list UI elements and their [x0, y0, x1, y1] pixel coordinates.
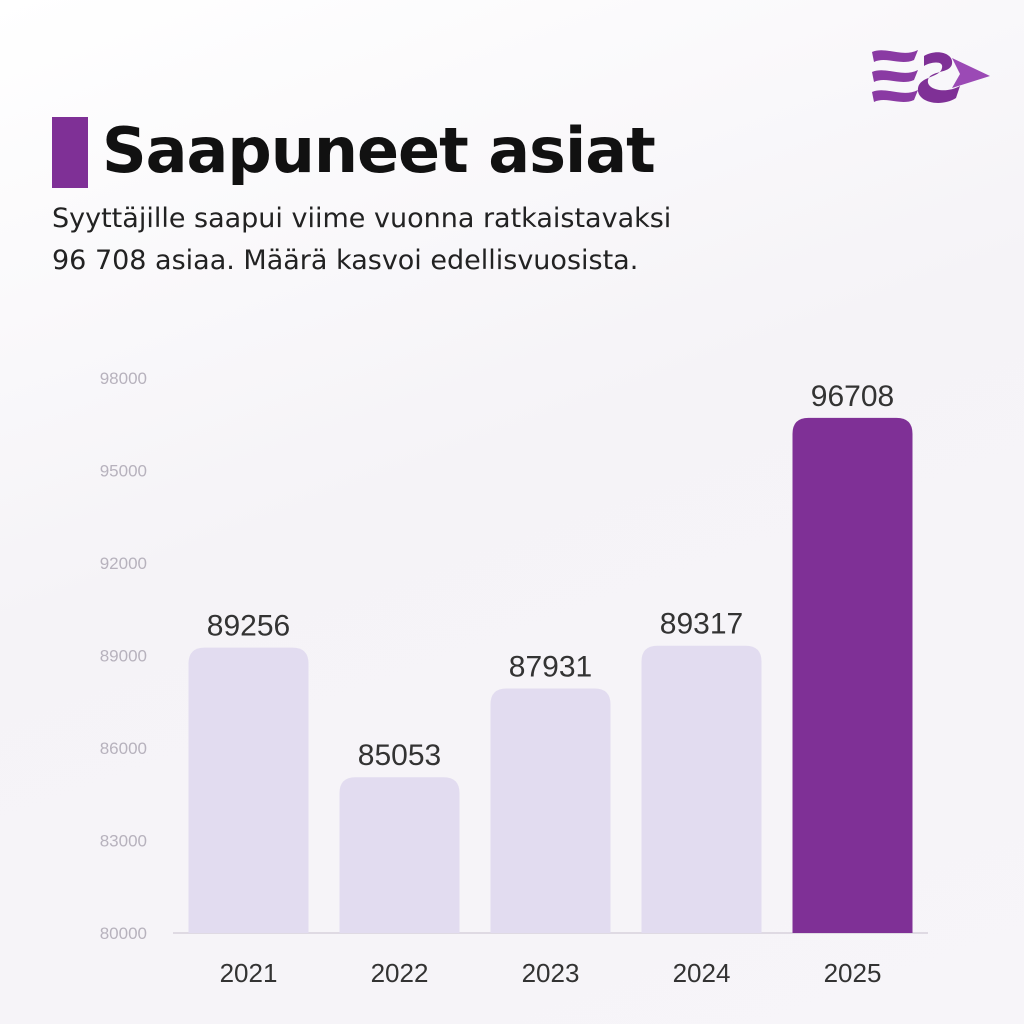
syyttajalaitos-logo-icon: [872, 50, 990, 103]
value-label-2023: 87931: [509, 650, 592, 683]
x-tick-2023: 2023: [522, 958, 580, 988]
bar-2021: [188, 647, 309, 933]
bar-2025: [792, 417, 913, 933]
page-subtitle: Syyttäjille saapui viime vuonna ratkaist…: [52, 198, 812, 282]
x-tick-2025: 2025: [824, 958, 882, 988]
value-labels: 89256 85053 87931 89317 96708: [207, 380, 894, 772]
subtitle-line-1: Syyttäjille saapui viime vuonna ratkaist…: [52, 203, 672, 234]
y-tick-label: 92000: [100, 554, 147, 573]
y-tick-label: 86000: [100, 739, 147, 758]
y-tick-label: 95000: [100, 462, 147, 481]
bar-2024: [641, 645, 762, 933]
title-accent-bar: [52, 117, 88, 188]
value-label-2021: 89256: [207, 610, 290, 643]
y-tick-label: 80000: [100, 924, 147, 943]
bar-2023: [490, 688, 611, 933]
value-label-2024: 89317: [660, 608, 743, 641]
x-tick-2021: 2021: [220, 958, 278, 988]
y-axis-ticks: 98000 95000 92000 89000 86000 83000 80000: [100, 369, 147, 943]
x-axis-ticks: 2021 2022 2023 2024 2025: [220, 958, 882, 988]
y-tick-label: 98000: [100, 369, 147, 388]
y-tick-label: 89000: [100, 647, 147, 666]
subtitle-line-2: 96 708 asiaa. Määrä kasvoi edellisvuosis…: [52, 245, 639, 276]
bars: [188, 417, 913, 933]
bar-2022: [339, 777, 460, 933]
y-tick-label: 83000: [100, 832, 147, 851]
value-label-2022: 85053: [358, 739, 441, 772]
x-tick-2022: 2022: [371, 958, 429, 988]
x-tick-2024: 2024: [673, 958, 731, 988]
value-label-2025: 96708: [811, 380, 894, 413]
page-title: Saapuneet asiat: [102, 114, 656, 187]
